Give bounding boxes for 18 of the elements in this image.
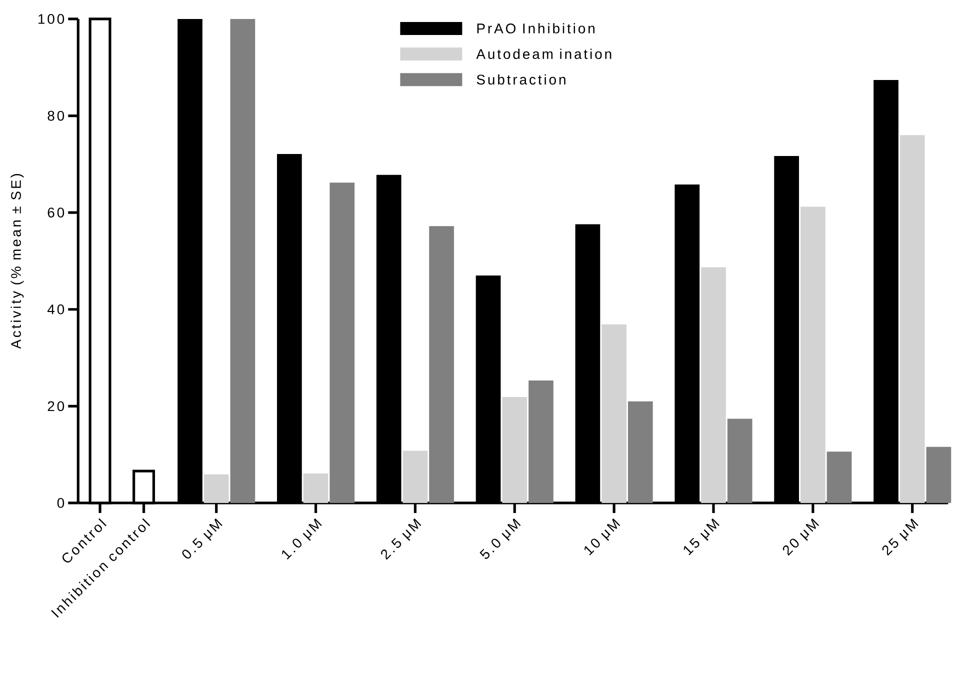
x-tick-label: 25 μM [882,518,918,556]
legend-label: Subtraction [476,74,566,85]
x-tick-label: 2.5 μM [381,518,422,560]
x-tick-label: 0.5 μM [182,518,222,559]
y-tick-label: 0 [57,498,64,508]
y-axis-title: Activity (% mean ± SE) [10,174,24,349]
y-tick-label: 80 [48,110,64,121]
x-tick-label: 20 μM [782,518,819,556]
x-tick-label: 15 μM [684,518,720,556]
y-tick-label: 40 [47,304,64,314]
x-tick-label: 10 μM [584,518,620,556]
legend-label: PrAO Inhibition [477,23,594,34]
x-tick-label: 1.0 μM [282,518,322,560]
y-tick-label: 100 [38,14,64,24]
y-tick-label: 20 [48,401,64,412]
legend-label: Autodeam ination [476,48,612,59]
y-tick-label: 60 [48,208,64,218]
x-tick-label: 5.0 μM [480,518,521,559]
